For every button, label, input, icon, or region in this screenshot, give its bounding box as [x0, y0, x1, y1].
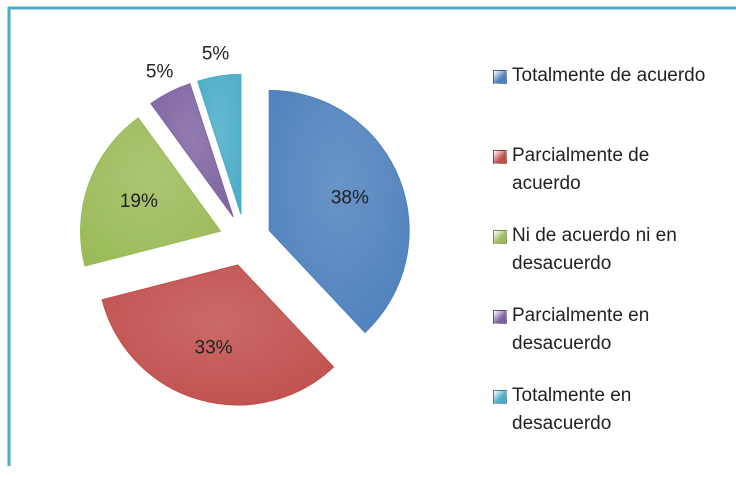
- legend-swatch: [493, 150, 507, 164]
- legend-label: Totalmente de acuerdo: [512, 65, 706, 86]
- legend-label: Ni de acuerdo ni en desacuerdo: [512, 225, 677, 274]
- legend-entry: Parcialmente en desacuerdo: [493, 302, 733, 382]
- legend-label: Parcialmente de acuerdo: [512, 145, 650, 194]
- legend-entry: Totalmente de acuerdo: [493, 62, 733, 142]
- legend-swatch: [493, 230, 507, 244]
- data-label: 5%: [202, 43, 230, 64]
- data-label: 19%: [120, 191, 158, 212]
- legend-swatch: [493, 70, 507, 84]
- pie-slice: [101, 264, 335, 406]
- pie-slice: [197, 73, 242, 215]
- data-label: 33%: [195, 337, 233, 358]
- pie-slice: [268, 89, 410, 334]
- pie-slice: [150, 83, 234, 218]
- legend: Totalmente de acuerdo Parcialmente de acu…: [493, 62, 733, 462]
- legend-swatch: [493, 310, 507, 324]
- legend-swatch: [493, 390, 507, 404]
- legend-label: Totalmente en desacuerdo: [512, 385, 632, 434]
- data-label: 5%: [146, 62, 174, 83]
- legend-entry: Totalmente en desacuerdo: [493, 382, 733, 462]
- legend-label: Parcialmente en desacuerdo: [512, 305, 650, 354]
- pie-slice: [80, 117, 222, 267]
- legend-entry: Ni de acuerdo ni en desacuerdo: [493, 222, 733, 302]
- data-label: 38%: [331, 187, 369, 208]
- legend-entry: Parcialmente de acuerdo: [493, 142, 733, 222]
